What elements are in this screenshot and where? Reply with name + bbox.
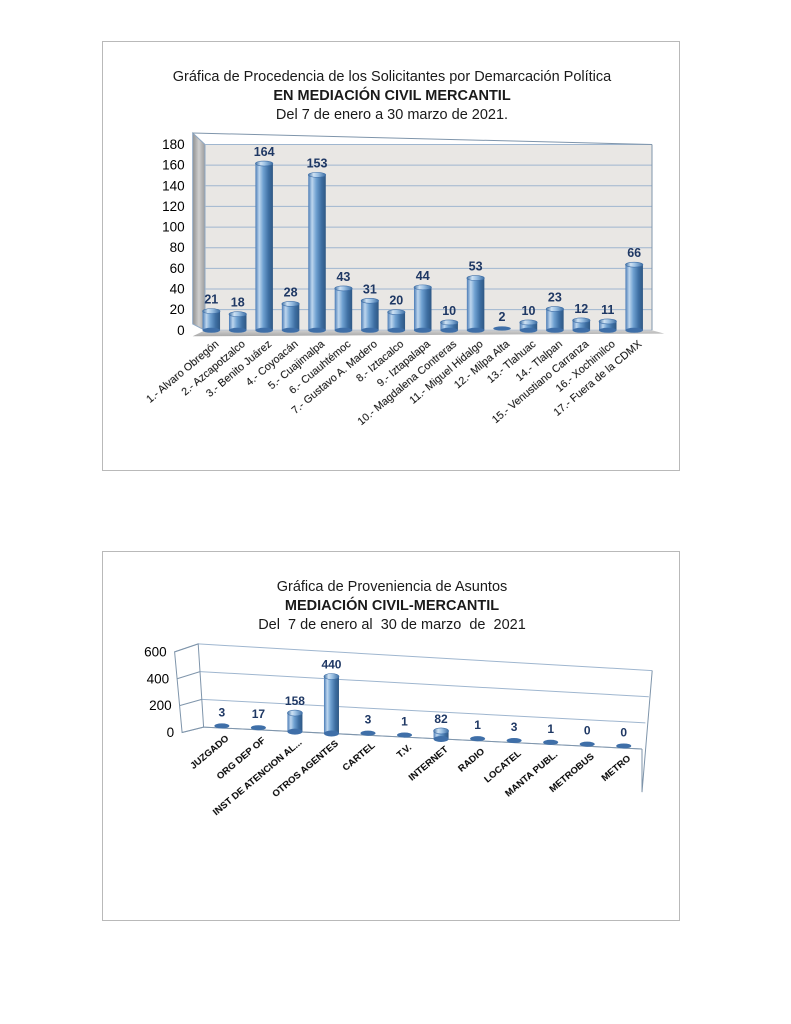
svg-text:1: 1 xyxy=(547,722,554,736)
svg-text:1: 1 xyxy=(401,715,408,729)
svg-text:17: 17 xyxy=(252,707,266,721)
svg-text:44: 44 xyxy=(416,269,430,283)
svg-text:10: 10 xyxy=(442,304,456,318)
svg-text:43: 43 xyxy=(336,270,350,284)
svg-text:164: 164 xyxy=(254,145,275,159)
svg-text:10: 10 xyxy=(522,304,536,318)
svg-text:200: 200 xyxy=(149,698,172,713)
svg-text:18: 18 xyxy=(231,296,245,310)
svg-text:66: 66 xyxy=(627,246,641,260)
svg-text:180: 180 xyxy=(162,137,185,152)
svg-text:20: 20 xyxy=(170,302,185,317)
svg-text:600: 600 xyxy=(144,644,167,659)
svg-text:0: 0 xyxy=(620,725,627,739)
svg-text:23: 23 xyxy=(548,291,562,305)
svg-text:440: 440 xyxy=(321,658,341,672)
svg-text:0: 0 xyxy=(167,725,175,740)
svg-text:1: 1 xyxy=(474,718,481,732)
svg-text:28: 28 xyxy=(284,285,298,299)
svg-text:53: 53 xyxy=(469,260,483,274)
svg-text:2: 2 xyxy=(499,310,506,324)
svg-text:120: 120 xyxy=(162,199,185,214)
svg-text:153: 153 xyxy=(307,156,328,170)
svg-text:21: 21 xyxy=(204,293,218,307)
svg-text:3: 3 xyxy=(219,705,226,719)
svg-text:140: 140 xyxy=(162,178,185,193)
svg-text:3: 3 xyxy=(365,713,372,727)
svg-text:400: 400 xyxy=(147,671,170,686)
svg-text:82: 82 xyxy=(434,712,448,726)
svg-text:100: 100 xyxy=(162,220,185,235)
svg-text:80: 80 xyxy=(170,240,185,255)
svg-text:160: 160 xyxy=(162,158,185,173)
svg-text:60: 60 xyxy=(170,261,185,276)
svg-text:31: 31 xyxy=(363,282,377,296)
svg-text:12: 12 xyxy=(574,302,588,316)
svg-text:158: 158 xyxy=(285,694,305,708)
svg-text:0: 0 xyxy=(177,323,185,338)
svg-text:3: 3 xyxy=(511,720,518,734)
svg-text:20: 20 xyxy=(389,294,403,308)
svg-text:0: 0 xyxy=(584,724,591,738)
svg-text:11: 11 xyxy=(601,303,614,317)
svg-text:40: 40 xyxy=(170,282,185,297)
